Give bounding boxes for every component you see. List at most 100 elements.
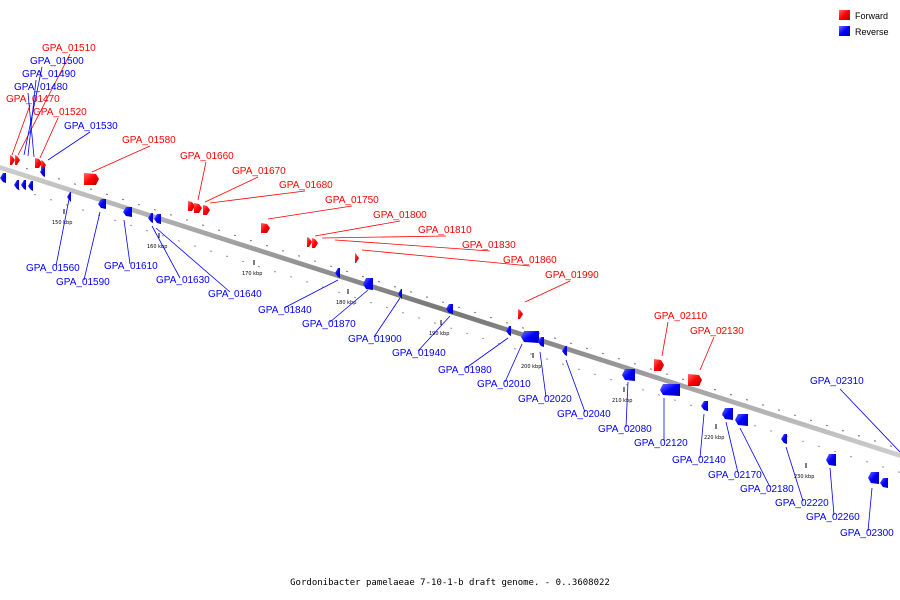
reverse-gene-glyph	[506, 326, 511, 336]
reverse-leader-line	[417, 315, 451, 352]
reverse-leader-line	[155, 227, 231, 293]
reverse-gene-label: GPA_01500	[30, 56, 84, 67]
reverse-gene-label: GPA_01900	[348, 334, 402, 345]
forward-gene-glyph	[312, 238, 318, 248]
reverse-leader-line	[465, 337, 509, 369]
axis-ticks: 150 kbp 160 kbp 170 kbp 180 kbp 190 kbp 200 k…	[52, 209, 814, 480]
forward-gene-label: GPA_01860	[503, 255, 557, 266]
reverse-leader-line	[867, 487, 873, 532]
reverse-gene-label: GPA_02120	[634, 438, 688, 449]
forward-gene-label: GPA_01510	[42, 43, 96, 54]
reverse-gene-glyph	[562, 346, 567, 356]
forward-gene-glyph	[10, 155, 15, 165]
reverse-gene-label: GPA_01840	[258, 305, 312, 316]
reverse-gene-glyph	[40, 167, 45, 177]
reverse-leader-line	[283, 279, 339, 309]
forward-gene-glyph	[35, 158, 42, 168]
forward-gene-label: GPA_01660	[180, 151, 234, 162]
axis-tick-label: 190 kbp	[429, 331, 449, 337]
reverse-gene-glyph	[781, 434, 787, 444]
reverse-gene-glyph	[660, 384, 680, 396]
forward-gene-glyph	[355, 253, 359, 263]
reverse-leader-line	[839, 388, 900, 453]
reverse-gene-label: GPA_01610	[104, 261, 158, 272]
forward-gene-glyph	[307, 237, 312, 247]
reverse-gene-label: GPA_02020	[518, 394, 572, 405]
reverse-gene-glyph	[521, 331, 539, 343]
reverse-gene-label: GPA_01870	[302, 319, 356, 330]
forward-gene-label: GPA_01990	[545, 270, 599, 281]
reverse-gene-glyph	[398, 289, 402, 299]
reverse-leader-line	[699, 413, 705, 459]
reverse-gene-label: GPA_01940	[392, 348, 446, 359]
forward-gene-glyph	[84, 173, 99, 185]
forward-gene-label: GPA_02110	[654, 311, 707, 322]
reverse-gene-glyph	[446, 304, 453, 314]
forward-gene-label: GPA_02130	[690, 326, 744, 337]
forward-gene-glyph	[654, 359, 664, 371]
forward-leader-line	[361, 249, 531, 267]
reverse-gene-label: GPA_01560	[26, 263, 80, 274]
forward-gene-glyph	[203, 205, 210, 215]
reverse-leader-line	[625, 381, 629, 428]
reverse-gene-glyph	[735, 414, 748, 426]
forward-gene-label: GPA_01830	[462, 240, 516, 251]
reverse-gene-label: GPA_01590	[56, 277, 110, 288]
reverse-gene-glyph	[622, 369, 635, 381]
forward-gene-glyph	[194, 203, 202, 213]
reverse-leader-line	[151, 225, 181, 279]
reverse-gene-label: GPA_02180	[740, 484, 794, 495]
forward-leader-line	[314, 220, 401, 237]
reverse-gene-glyph	[363, 278, 373, 290]
reverse-leader-line	[55, 193, 71, 267]
reverse-leader-line	[565, 359, 586, 413]
forward-leader-line	[321, 235, 447, 239]
forward-gene-glyph	[518, 309, 523, 319]
reverse-gene-label: GPA_02080	[598, 424, 652, 435]
forward-gene-label: GPA_01800	[373, 210, 427, 221]
axis-tick-label: 200 kbp	[521, 364, 541, 370]
legend-swatch-reverse	[839, 26, 850, 36]
reverse-leader-line	[47, 131, 91, 161]
reverse-gene-glyph	[148, 213, 153, 223]
axis-tick-label: 220 kbp	[704, 435, 724, 441]
reverse-gene-glyph	[123, 207, 132, 217]
reverse-leader-line	[725, 421, 739, 474]
forward-leader-line	[17, 53, 71, 156]
forward-gene-label: GPA_01580	[122, 135, 176, 146]
reverse-gene-label: GPA_02040	[557, 409, 611, 420]
forward-gene-label: GPA_01520	[33, 107, 87, 118]
forward-leader-line	[524, 280, 571, 303]
reverse-gene-label: GPA_02310	[810, 376, 864, 387]
genome-caption: Gordonibacter pamelaeae 7-10-1-b draft g…	[290, 578, 610, 588]
reverse-gene-glyph	[21, 180, 26, 190]
reverse-leader-line	[539, 351, 547, 398]
reverse-gene-glyph	[722, 408, 733, 420]
forward-gene-label: GPA_01470	[6, 94, 60, 105]
reverse-leader-line	[83, 211, 101, 281]
forward-leader-line	[91, 145, 151, 173]
forward-leader-line	[661, 321, 669, 357]
reverse-gene-glyph	[154, 214, 161, 224]
reverse-leader-line	[27, 92, 35, 158]
forward-leader-line	[334, 239, 491, 252]
legend: Forward Reverse	[839, 10, 889, 37]
reverse-gene-label: GPA_02260	[806, 512, 860, 523]
legend-label-reverse: Reverse	[855, 27, 889, 37]
reverse-gene-label: GPA_01530	[64, 121, 118, 132]
gene-features	[0, 155, 888, 488]
axis-tick-label: 210 kbp	[612, 398, 632, 404]
forward-gene-label: GPA_01680	[279, 180, 333, 191]
reverse-gene-label: GPA_01980	[438, 365, 492, 376]
forward-gene-label: GPA_01750	[325, 195, 379, 206]
reverse-gene-glyph	[868, 472, 879, 484]
reverse-leader-line	[329, 289, 369, 323]
reverse-gene-glyph	[538, 337, 544, 347]
reverse-gene-label: GPA_01480	[14, 82, 68, 93]
reverse-gene-label: GPA_01630	[156, 275, 210, 286]
reverse-gene-glyph	[701, 401, 708, 411]
reverse-gene-glyph	[335, 268, 340, 278]
reverse-leader-line	[27, 79, 37, 157]
reverse-gene-label: GPA_01640	[208, 289, 262, 300]
